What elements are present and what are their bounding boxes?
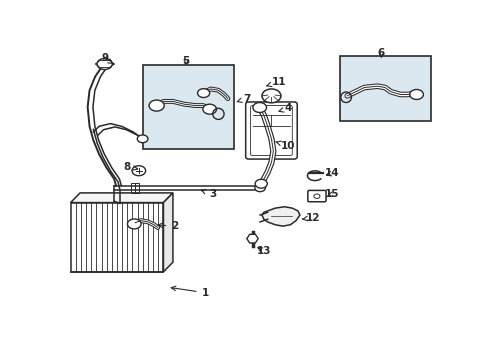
- Circle shape: [127, 219, 141, 229]
- FancyBboxPatch shape: [307, 190, 325, 202]
- Polygon shape: [262, 207, 299, 226]
- Text: 7: 7: [237, 94, 250, 104]
- Text: 3: 3: [201, 189, 216, 199]
- Polygon shape: [70, 203, 163, 272]
- Bar: [135, 183, 139, 193]
- Circle shape: [409, 90, 423, 99]
- Text: 11: 11: [266, 77, 285, 87]
- Text: 14: 14: [324, 168, 339, 179]
- Text: 12: 12: [302, 213, 320, 223]
- Circle shape: [132, 166, 145, 176]
- Bar: [131, 183, 135, 193]
- Text: 9: 9: [101, 53, 113, 64]
- Text: 5: 5: [182, 56, 189, 66]
- Text: 10: 10: [275, 141, 295, 151]
- Polygon shape: [163, 193, 173, 272]
- Circle shape: [197, 89, 209, 98]
- Text: 1: 1: [171, 286, 208, 298]
- Circle shape: [137, 135, 147, 143]
- Bar: [142, 66, 233, 149]
- Circle shape: [149, 100, 164, 111]
- Text: 2: 2: [158, 221, 178, 231]
- Circle shape: [255, 179, 267, 188]
- Text: 13: 13: [256, 246, 270, 256]
- Polygon shape: [246, 234, 258, 243]
- Bar: [339, 56, 430, 121]
- Text: 8: 8: [123, 162, 137, 172]
- Circle shape: [262, 89, 280, 103]
- Circle shape: [252, 103, 266, 112]
- FancyBboxPatch shape: [245, 102, 297, 159]
- Text: 6: 6: [377, 48, 384, 58]
- Circle shape: [97, 58, 112, 69]
- Circle shape: [254, 184, 265, 192]
- Text: 15: 15: [324, 189, 339, 199]
- Text: 4: 4: [278, 103, 292, 113]
- Polygon shape: [70, 193, 173, 203]
- Circle shape: [203, 104, 216, 114]
